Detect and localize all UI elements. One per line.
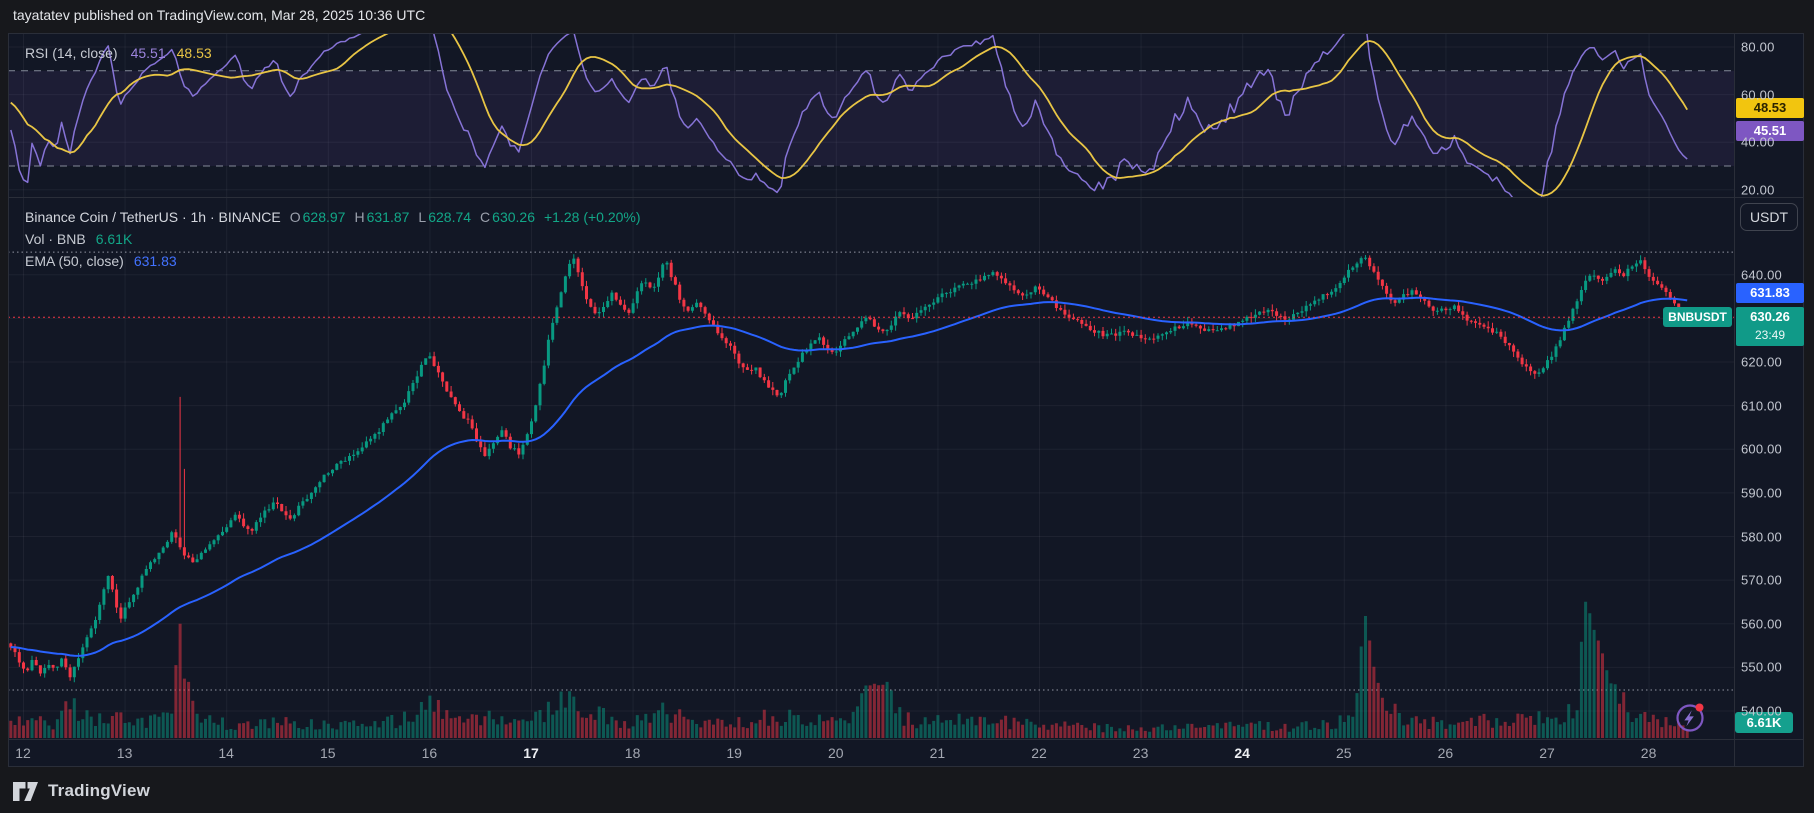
tradingview-logo-icon [13,781,38,801]
currency-toggle-button[interactable]: USDT [1740,203,1798,231]
notification-dot-icon [1695,703,1704,712]
tradingview-brand-text: TradingView [48,781,151,800]
lightning-icon [1684,710,1694,727]
publish-header-text: tayatatev published on TradingView.com, … [13,7,426,23]
tradingview-branding[interactable]: TradingView [12,778,150,804]
flash-circle-icon [1676,704,1704,732]
publish-header: tayatatev published on TradingView.com, … [0,0,1814,30]
flash-reaction-button[interactable] [1672,700,1710,738]
